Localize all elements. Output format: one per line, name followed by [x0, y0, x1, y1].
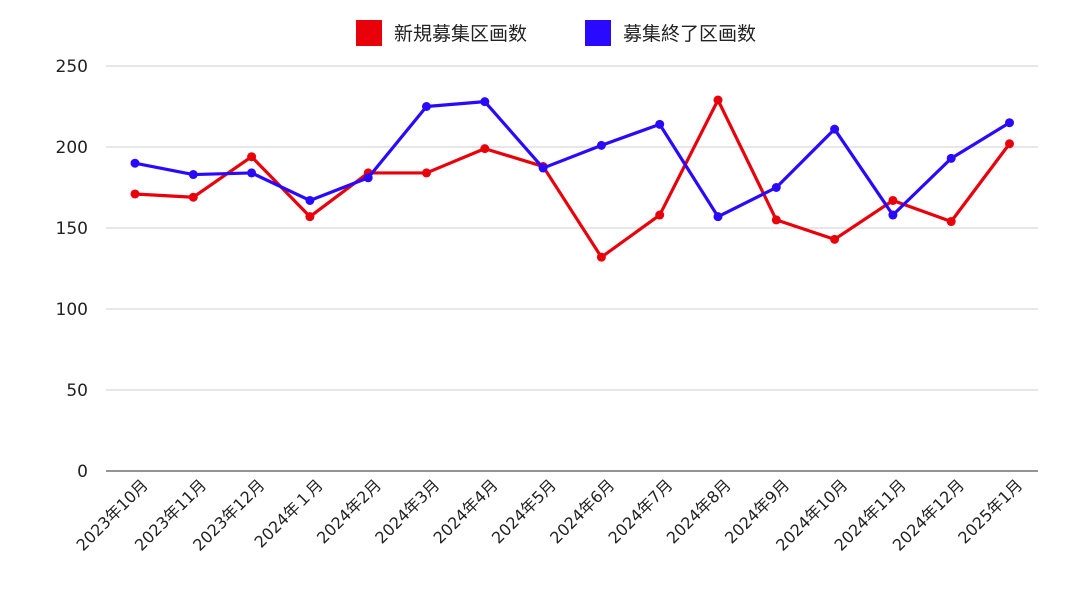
data-point	[1005, 118, 1014, 128]
legend-label: 新規募集区画数	[394, 23, 527, 45]
data-point	[596, 140, 606, 150]
data-point	[422, 102, 431, 111]
data-point	[538, 163, 548, 173]
data-point	[305, 195, 315, 205]
data-point	[946, 217, 956, 227]
data-point	[247, 152, 257, 162]
data-point	[655, 210, 665, 220]
legend-label: 募集終了区画数	[623, 23, 756, 45]
legend-swatch	[585, 20, 611, 46]
data-point	[130, 189, 140, 199]
data-point	[247, 168, 257, 178]
data-point	[655, 119, 665, 129]
data-point	[888, 210, 898, 220]
data-point	[422, 168, 431, 178]
y-tick-label: 150	[56, 219, 88, 239]
data-point	[188, 170, 198, 180]
data-point	[946, 153, 956, 163]
y-tick-label: 200	[56, 138, 88, 158]
data-point	[305, 212, 315, 222]
y-tick-label: 250	[56, 57, 88, 77]
data-point	[363, 173, 373, 183]
y-tick-label: 0	[77, 462, 88, 482]
series-line-2	[133, 100, 1012, 219]
data-point	[830, 124, 840, 134]
legend-swatch	[356, 20, 382, 46]
data-point	[771, 215, 781, 225]
data-point	[830, 234, 840, 244]
y-tick-label: 50	[66, 381, 88, 401]
y-tick-label: 100	[56, 300, 88, 320]
data-point	[713, 212, 723, 222]
data-point	[888, 195, 898, 205]
data-point	[480, 144, 490, 154]
data-point	[188, 192, 198, 202]
data-point	[480, 97, 490, 107]
data-point	[596, 252, 606, 262]
data-point	[130, 158, 140, 168]
data-point	[713, 95, 723, 105]
data-point	[771, 183, 781, 192]
data-point	[1005, 139, 1014, 149]
